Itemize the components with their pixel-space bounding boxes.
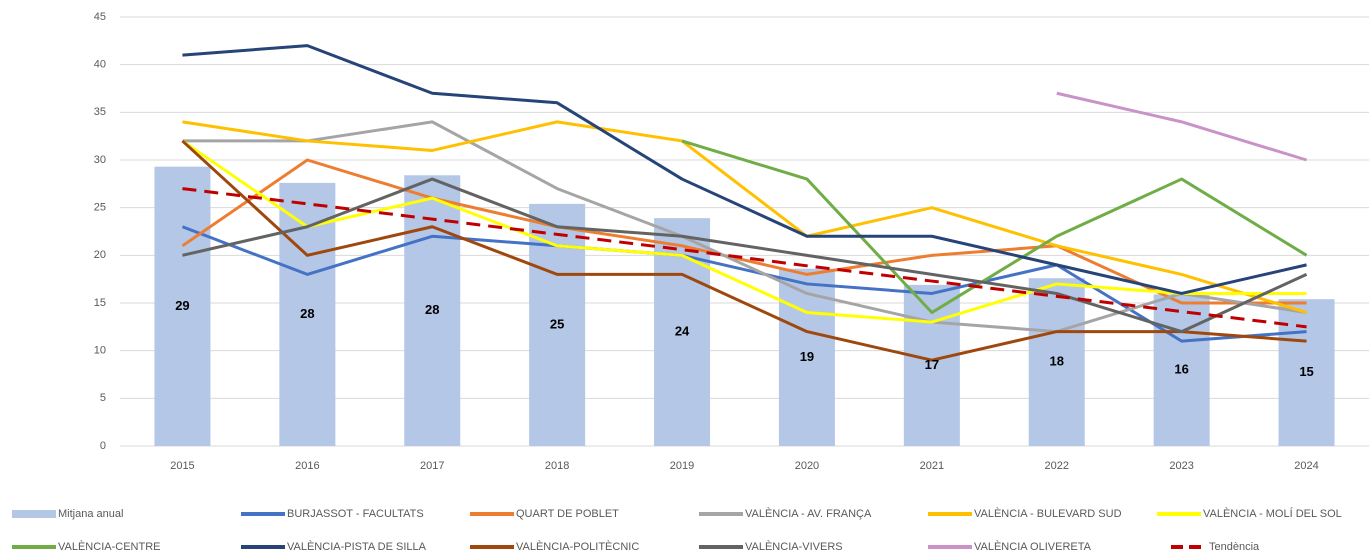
value-label: 17 <box>925 357 939 372</box>
legend-label: QUART DE POBLET <box>516 508 619 520</box>
value-label: 15 <box>1299 364 1313 379</box>
y-tick-label: 25 <box>94 202 106 214</box>
legend-label: VALÈNCIA - BULEVARD SUD <box>974 507 1122 520</box>
y-tick-label: 40 <box>94 59 106 71</box>
y-tick-label: 20 <box>94 249 106 261</box>
value-label: 28 <box>300 306 314 321</box>
x-tick-label: 2020 <box>795 460 819 472</box>
line-series <box>182 187 1307 329</box>
line-series <box>181 139 1307 324</box>
legend-label: VALÈNCIA-PISTA DE SILLA <box>287 540 427 553</box>
legend-label: VALÈNCIA-CENTRE <box>58 540 160 553</box>
x-tick-label: 2019 <box>670 460 694 472</box>
legend-label: Mitjana anual <box>58 508 123 520</box>
x-tick-label: 2022 <box>1045 460 1069 472</box>
x-tick-label: 2017 <box>420 460 444 472</box>
line-series <box>181 139 1307 362</box>
value-label: 16 <box>1174 362 1188 377</box>
line-series <box>1056 91 1307 162</box>
line-series <box>181 158 1307 305</box>
legend-label: VALÈNCIA - AV. FRANÇA <box>745 507 872 520</box>
legend-label: VALÈNCIA - MOLÍ DEL SOL <box>1203 507 1342 520</box>
legend-label: Tendència <box>1209 541 1260 553</box>
x-tick-label: 2023 <box>1169 460 1193 472</box>
line-series <box>181 225 1307 343</box>
x-tick-label: 2024 <box>1294 460 1318 472</box>
y-tick-label: 35 <box>94 106 106 118</box>
value-label: 25 <box>550 316 564 331</box>
y-tick-label: 15 <box>94 297 106 309</box>
legend-label: VALÈNCIA-VIVERS <box>745 540 843 553</box>
legend-label: VALÈNCIA-POLITÈCNIC <box>516 540 639 553</box>
value-label: 29 <box>175 298 189 313</box>
y-tick-label: 0 <box>100 440 106 452</box>
legend-label: BURJASSOT - FACULTATS <box>287 508 424 520</box>
line-series <box>182 44 1307 295</box>
legend-label: VALÈNCIA OLIVERETA <box>974 540 1092 553</box>
x-tick-label: 2016 <box>295 460 319 472</box>
line-series <box>182 177 1308 334</box>
line-series <box>182 120 1307 314</box>
line-series <box>681 139 1308 315</box>
y-tick-label: 30 <box>94 154 106 166</box>
x-tick-label: 2018 <box>545 460 569 472</box>
y-tick-label: 5 <box>100 392 106 404</box>
x-tick-label: 2021 <box>920 460 944 472</box>
y-tick-label: 10 <box>94 345 106 357</box>
bar <box>154 166 211 446</box>
bar <box>1153 294 1210 446</box>
legend-swatch <box>12 510 56 518</box>
bar <box>1028 278 1085 446</box>
y-tick-label: 45 <box>94 11 106 23</box>
line-series <box>182 120 1307 334</box>
value-label: 24 <box>675 324 690 339</box>
value-label: 28 <box>425 302 439 317</box>
value-label: 19 <box>800 349 814 364</box>
value-label: 18 <box>1050 354 1064 369</box>
x-tick-label: 2015 <box>170 460 194 472</box>
